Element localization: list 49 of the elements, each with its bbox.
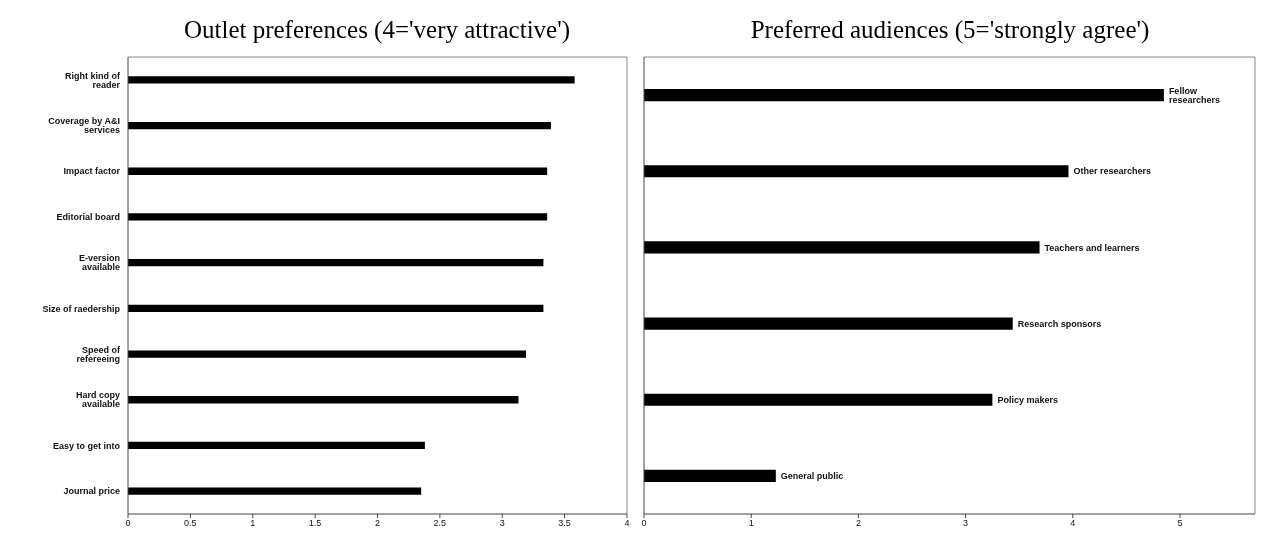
- y-tick-label: Speed of refereeing: [76, 344, 121, 364]
- bar: [644, 393, 993, 406]
- bar: [128, 76, 575, 84]
- chart-title: Outlet preferences (4='very attractive'): [182, 15, 572, 46]
- x-tick-label: 1: [250, 518, 256, 529]
- y-tick-label: Size of raedership: [42, 303, 121, 314]
- y-tick-label: Policy makers: [997, 394, 1058, 405]
- y-tick-label: Hard copy available: [75, 390, 120, 410]
- x-tick-label: 3: [963, 518, 969, 529]
- x-tick-label: 3: [499, 518, 505, 529]
- bar: [128, 487, 422, 495]
- bar: [128, 258, 544, 267]
- bar: [128, 304, 544, 313]
- y-tick-label: Teachers and learners: [1044, 242, 1140, 253]
- y-tick-label: Coverage by A&I services: [48, 116, 120, 136]
- y-tick-label: Journal price: [63, 486, 120, 497]
- x-tick-label: 4: [624, 518, 630, 529]
- bar: [128, 441, 425, 450]
- bar: [644, 469, 776, 483]
- bar: [644, 317, 1013, 330]
- y-tick-label: Right kind of reader: [65, 70, 121, 90]
- y-tick-label: Easy to get into: [52, 440, 121, 451]
- x-tick-label: 2: [855, 518, 861, 529]
- bar: [644, 88, 1164, 102]
- chart-title: Preferred audiences (5='strongly agree'): [749, 15, 1151, 45]
- y-tick-label: Research sponsors: [1017, 318, 1102, 329]
- x-tick-label: 3.5: [558, 518, 571, 529]
- bar: [128, 350, 526, 358]
- bar: [128, 167, 548, 175]
- x-tick-label: 0.5: [184, 518, 197, 529]
- y-tick-label: Impact factor: [63, 166, 121, 177]
- bar: [128, 396, 519, 404]
- bar: [128, 121, 551, 130]
- x-tick-label: 2.5: [433, 518, 447, 529]
- x-tick-label: 2: [374, 518, 381, 529]
- bar: [644, 165, 1069, 178]
- x-tick-label: 4: [1070, 518, 1076, 529]
- y-tick-label: General public: [780, 471, 844, 482]
- y-tick-label: Editorial board: [56, 212, 120, 223]
- y-tick-label: Other researchers: [1073, 166, 1152, 177]
- y-tick-label: Fellow researchers: [1168, 85, 1220, 105]
- x-tick-label: 0: [641, 518, 647, 529]
- x-tick-label: 1.5: [308, 518, 322, 529]
- bar: [644, 241, 1040, 254]
- bar: [128, 213, 548, 221]
- x-tick-label: 0: [125, 518, 131, 529]
- y-tick-label: E-version available: [78, 253, 120, 273]
- x-tick-label: 5: [1177, 518, 1183, 529]
- x-tick-label: 1: [748, 518, 754, 529]
